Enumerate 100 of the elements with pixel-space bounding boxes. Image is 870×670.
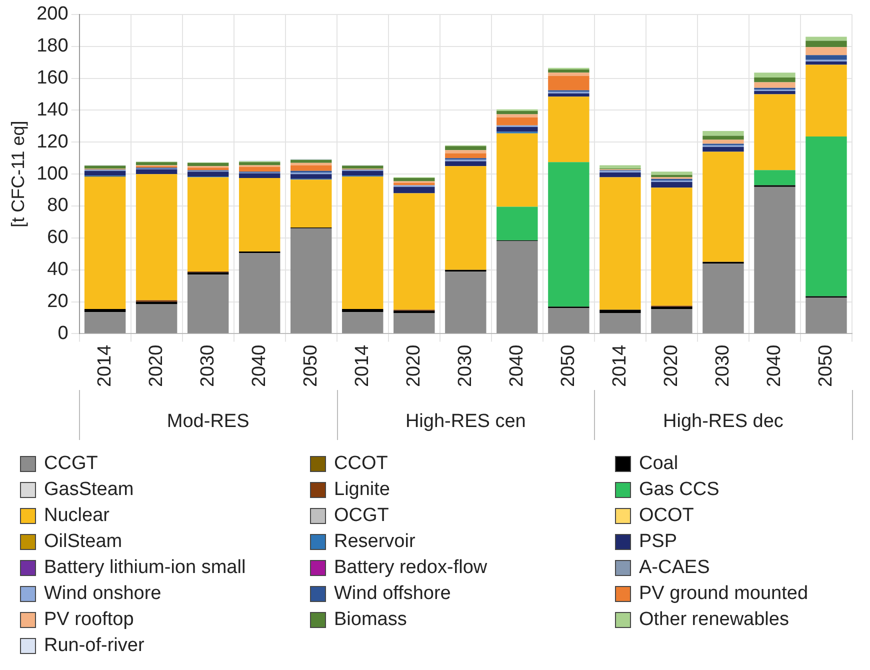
bar bbox=[187, 168, 229, 170]
x-tick-label: 2014 bbox=[94, 344, 116, 388]
bar bbox=[702, 130, 744, 136]
legend-label: PV rooftop bbox=[44, 609, 134, 631]
bar bbox=[754, 91, 796, 94]
x-tick-label: 2020 bbox=[660, 344, 682, 388]
text: Mod-RES bbox=[166, 411, 250, 432]
y-tick-label: 60 bbox=[47, 227, 68, 248]
bar bbox=[290, 228, 332, 334]
legend-label: A-CAES bbox=[639, 557, 710, 579]
bar bbox=[496, 206, 538, 240]
x-tick-label: 2050 bbox=[558, 344, 579, 388]
bar bbox=[394, 186, 435, 194]
bar bbox=[84, 166, 126, 169]
bar bbox=[496, 241, 538, 334]
bar bbox=[84, 177, 126, 309]
bar bbox=[238, 173, 280, 178]
legend-label: Lignite bbox=[334, 479, 390, 501]
x-tick-label: 2040 bbox=[506, 344, 528, 388]
bar bbox=[754, 186, 796, 334]
bar bbox=[806, 40, 847, 48]
y-tick-label: 200 bbox=[36, 4, 68, 25]
legend-label: PV ground mounted bbox=[639, 583, 808, 605]
y-tick-label: 160 bbox=[36, 68, 68, 88]
bar bbox=[187, 162, 229, 166]
y-tick-label: 120 bbox=[36, 131, 68, 152]
bar bbox=[290, 165, 332, 171]
y-tick-label: 100 bbox=[36, 163, 68, 184]
bar bbox=[84, 170, 126, 176]
x-tick-label: 2050 bbox=[300, 344, 322, 388]
bar bbox=[342, 166, 384, 169]
text: High-RES dec bbox=[663, 411, 784, 432]
bar bbox=[600, 172, 641, 178]
bar bbox=[806, 298, 847, 334]
bar bbox=[342, 312, 384, 334]
x-tick-label: 2030 bbox=[197, 344, 218, 388]
bar bbox=[445, 150, 486, 154]
bar bbox=[394, 178, 435, 182]
bar bbox=[651, 174, 692, 178]
y-tick-label: 20 bbox=[47, 291, 68, 312]
legend-label: Biomass bbox=[334, 609, 407, 631]
bar bbox=[496, 111, 538, 114]
bar bbox=[702, 263, 744, 334]
bar bbox=[548, 308, 590, 334]
bar bbox=[238, 253, 280, 334]
legend-label: CCOT bbox=[334, 453, 388, 475]
bar bbox=[238, 166, 280, 172]
bar bbox=[651, 172, 692, 175]
x-tick-label: 2020 bbox=[146, 344, 167, 388]
legend-label: OilSteam bbox=[44, 531, 122, 553]
bar bbox=[445, 153, 486, 158]
bar bbox=[651, 182, 692, 188]
bar bbox=[702, 140, 744, 144]
bar bbox=[548, 76, 590, 90]
bar bbox=[600, 310, 641, 313]
x-tick-label: 2050 bbox=[815, 344, 836, 388]
bar bbox=[754, 170, 796, 186]
legend-label: OCGT bbox=[334, 505, 389, 527]
y-tick-label: 0 bbox=[58, 322, 68, 344]
bar bbox=[702, 146, 744, 152]
y-tick-label: 140 bbox=[36, 99, 68, 120]
legend-label: GasSteam bbox=[44, 479, 134, 501]
bar bbox=[342, 170, 384, 176]
bar bbox=[600, 177, 641, 310]
bar bbox=[136, 169, 178, 174]
bar bbox=[136, 304, 178, 334]
bar bbox=[342, 308, 384, 312]
legend-label: Gas CCS bbox=[639, 479, 720, 501]
bar bbox=[136, 174, 178, 300]
x-tick-label: 2030 bbox=[454, 344, 476, 388]
bar bbox=[806, 55, 847, 60]
bar bbox=[238, 178, 280, 252]
y-tick-label: 40 bbox=[47, 259, 68, 280]
x-tick-label: 2030 bbox=[712, 344, 734, 388]
bar bbox=[806, 62, 847, 65]
bar bbox=[290, 180, 332, 228]
y-tick-label: 180 bbox=[36, 36, 68, 57]
bar bbox=[651, 308, 692, 334]
bar bbox=[290, 174, 332, 179]
legend-label: Other renewables bbox=[639, 609, 789, 631]
legend-label: Nuclear bbox=[44, 505, 110, 527]
bar bbox=[600, 165, 641, 168]
bar bbox=[496, 133, 538, 207]
bar bbox=[754, 72, 796, 78]
bar bbox=[754, 82, 796, 88]
bar bbox=[342, 176, 384, 309]
legend-label: CCGT bbox=[44, 453, 98, 475]
bar bbox=[548, 96, 590, 162]
legend-label: OCOT bbox=[639, 505, 694, 527]
legend-label: PSP bbox=[639, 531, 678, 553]
bar bbox=[651, 188, 692, 306]
legend-label: Run-of-river bbox=[44, 635, 144, 657]
y-tick-label: 80 bbox=[47, 195, 68, 216]
bar bbox=[548, 93, 590, 97]
bar bbox=[238, 162, 280, 166]
legend-label: Battery lithium-ion small bbox=[44, 557, 246, 579]
bar bbox=[445, 161, 486, 166]
bar bbox=[187, 274, 229, 334]
legend-label: Reservoir bbox=[334, 531, 416, 553]
bar bbox=[548, 162, 590, 307]
